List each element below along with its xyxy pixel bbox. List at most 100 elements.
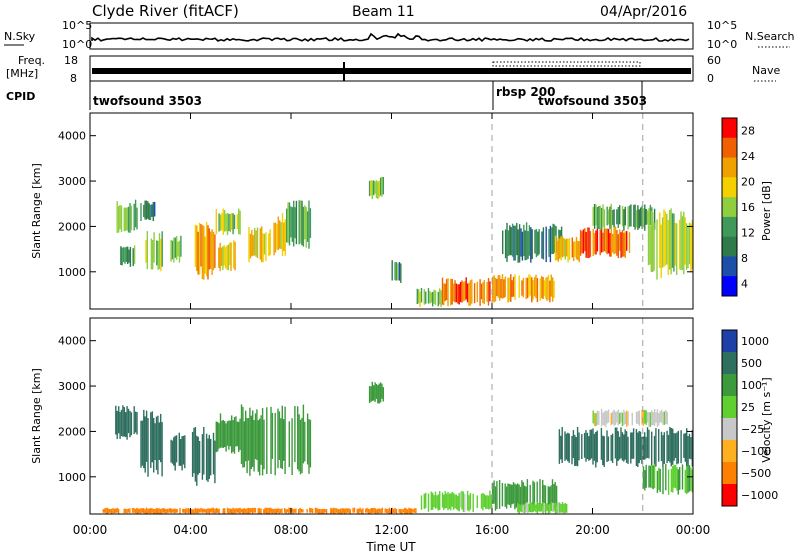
data-cell [239,210,241,235]
nsky-panel: N.Sky 10^5 10^0 10^5 10^0 N.Search [4,19,795,51]
data-cell [586,227,589,258]
data-cell [164,508,166,514]
data-cell [165,509,167,514]
power-ylabel: Slant Range [km] [30,163,43,259]
data-cell [644,470,646,491]
data-cell [174,237,176,258]
data-cell [294,207,296,239]
data-cell [476,495,478,508]
data-cell [148,203,150,220]
data-cell [634,204,636,230]
data-cell [156,240,158,266]
data-cell [374,181,376,194]
data-cell [659,411,661,423]
data-cell [670,208,672,275]
data-cell [207,438,209,482]
data-cell [514,274,516,300]
data-cell [110,508,113,514]
data-cell [183,509,185,513]
data-cell [318,508,321,514]
data-cell [582,229,585,254]
data-cell [524,230,526,261]
data-cell [214,508,216,514]
data-cell [153,417,155,473]
data-cell [677,469,679,495]
data-cell [147,201,149,219]
data-cell [457,284,459,304]
data-cell [553,484,555,504]
data-cell [299,419,302,475]
data-cell [543,280,545,296]
data-cell [368,180,371,197]
data-cell [621,205,624,227]
data-cell [254,413,257,460]
data-cell [592,428,594,465]
data-cell [503,279,505,298]
data-cell [337,508,339,514]
data-cell [616,411,618,423]
data-cell [561,502,564,513]
data-cell [232,420,234,452]
data-cell [602,232,604,252]
data-cell [170,240,172,262]
data-cell [635,210,638,228]
data-cell [249,508,251,514]
data-cell [532,280,534,300]
data-cell [671,213,674,268]
data-cell [536,502,539,514]
data-cell [447,491,449,511]
data-cell [182,435,185,465]
beam-label: Beam 11 [352,4,415,20]
data-cell [628,205,631,227]
data-cell [646,412,649,423]
data-cell [487,278,490,306]
data-cell [349,509,351,514]
data-cell [194,224,197,267]
data-cell [585,232,587,258]
data-cell [638,410,640,426]
data-cell [511,484,513,505]
freq-panel: Freq. [MHz] 18 8 60 0 Nave [6,54,780,85]
data-cell [288,421,290,468]
data-cell [154,201,156,217]
y-tick-label: 4000 [58,130,86,143]
data-cell [125,412,127,438]
data-cell [607,209,610,225]
data-cell [353,507,356,513]
data-cell [257,508,259,514]
data-cell [619,205,621,225]
colorbar-swatch [722,177,737,198]
data-cell [445,279,448,301]
data-cell [496,481,498,509]
data-cell [105,507,107,514]
data-cell [288,507,290,514]
data-cell [243,508,245,514]
data-cell [144,416,146,473]
data-cell [535,504,537,513]
data-cell [645,410,647,425]
data-cell [568,238,571,260]
data-cell [561,427,563,463]
data-cell [205,222,208,277]
data-cell [392,508,395,513]
data-cell [116,507,118,513]
data-cell [590,429,593,459]
colorbar-swatch [722,352,737,375]
data-cell [171,508,173,513]
data-cell [436,495,438,509]
data-cell [635,429,638,466]
data-cell [374,382,376,402]
colorbar-tick-label: 16 [741,201,755,214]
data-cell [466,490,469,511]
data-cell [281,213,284,256]
data-cell [511,280,513,297]
data-cell [381,176,383,197]
data-cell [660,224,662,278]
colorbar-swatch [722,484,737,507]
data-cell [374,508,377,514]
data-cell [612,210,614,225]
data-cell [681,216,684,271]
data-cell [617,409,619,426]
data-cell [226,421,229,446]
data-cell [283,419,285,461]
